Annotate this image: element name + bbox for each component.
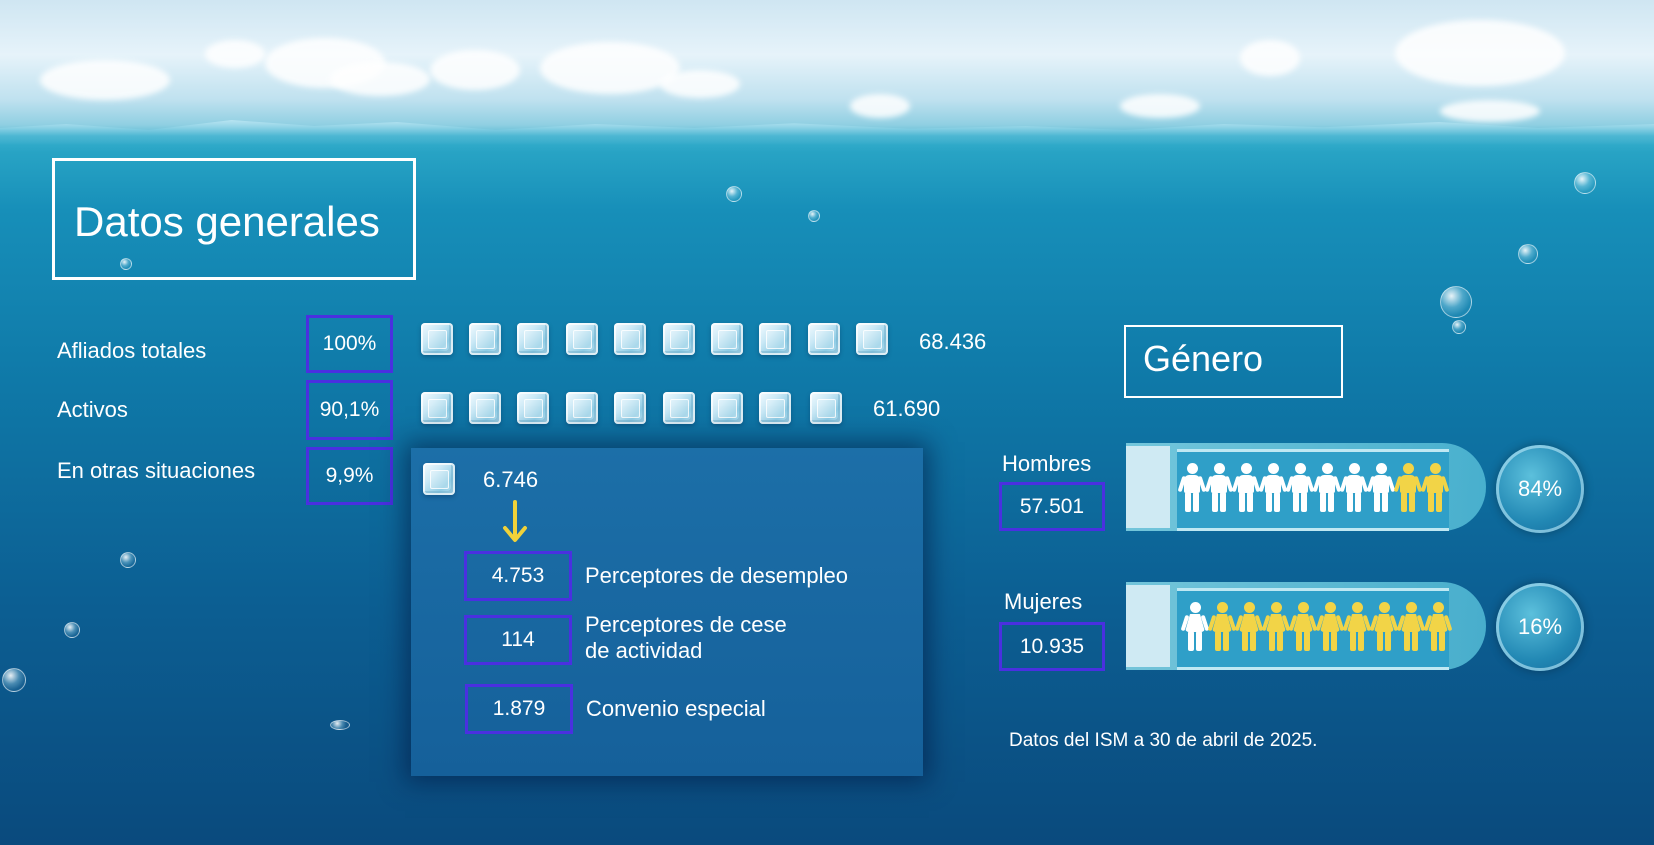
ice-cube-icon bbox=[614, 323, 646, 355]
row-label-afiliados: Afliados totales bbox=[57, 338, 207, 363]
male-person-icon bbox=[1312, 463, 1342, 513]
label-cese-line2: de actividad bbox=[585, 638, 703, 663]
label-cese-actividad: Perceptores de cese de actividad bbox=[585, 612, 787, 664]
percent-box-afiliados: 100% bbox=[306, 315, 393, 373]
source-footnote: Datos del ISM a 30 de abril de 2025. bbox=[1009, 730, 1318, 751]
male-person-icon bbox=[1420, 463, 1450, 513]
male-person-icon bbox=[1177, 463, 1207, 513]
ice-cube-icon bbox=[663, 323, 695, 355]
label-cese-line1: Perceptores de cese bbox=[585, 612, 787, 637]
percent-box-otras-situaciones: 9,9% bbox=[306, 447, 393, 505]
female-person-icon bbox=[1369, 602, 1399, 652]
label-mujeres: Mujeres bbox=[1004, 589, 1083, 614]
female-person-icon bbox=[1342, 602, 1372, 652]
row-label-activos: Activos bbox=[57, 397, 128, 422]
value-activos: 61.690 bbox=[873, 396, 941, 421]
ice-cube-icon bbox=[421, 323, 453, 355]
title-frame bbox=[52, 158, 416, 280]
label-convenio: Convenio especial bbox=[586, 696, 766, 721]
ice-cube-icon bbox=[856, 323, 888, 355]
value-box-desempleo: 4.753 bbox=[464, 551, 572, 601]
label-desempleo: Perceptores de desempleo bbox=[585, 563, 848, 588]
male-person-icon bbox=[1393, 463, 1423, 513]
ice-cube-icon bbox=[614, 392, 646, 424]
male-person-icon bbox=[1339, 463, 1369, 513]
male-person-icon bbox=[1258, 463, 1288, 513]
female-person-icon bbox=[1288, 602, 1318, 652]
percent-box-activos: 90,1% bbox=[306, 380, 393, 440]
ice-cube-icon bbox=[517, 392, 549, 424]
page-title: Datos generales bbox=[74, 198, 380, 245]
female-person-icon bbox=[1396, 602, 1426, 652]
ice-cube-icon bbox=[808, 323, 840, 355]
ice-cube-icon bbox=[663, 392, 695, 424]
female-person-icon bbox=[1180, 602, 1210, 652]
value-otras-situaciones: 6.746 bbox=[483, 467, 539, 492]
ice-cube-icon bbox=[759, 323, 791, 355]
ice-cube-icon bbox=[566, 392, 598, 424]
ice-cube-icon bbox=[469, 323, 501, 355]
ice-cube-icon bbox=[711, 392, 743, 424]
percent-circle-mujeres: 16% bbox=[1496, 583, 1584, 671]
row-label-otras-situaciones: En otras situaciones bbox=[57, 458, 256, 483]
female-person-icon bbox=[1207, 602, 1237, 652]
label-hombres: Hombres bbox=[1002, 451, 1092, 476]
female-person-icon bbox=[1261, 602, 1291, 652]
value-afiliados: 68.436 bbox=[919, 329, 987, 354]
female-person-icon bbox=[1423, 602, 1453, 652]
ice-cube-icon bbox=[517, 323, 549, 355]
female-person-icon bbox=[1234, 602, 1264, 652]
ice-cube-icon bbox=[421, 392, 453, 424]
value-box-hombres: 57.501 bbox=[999, 482, 1105, 531]
value-box-mujeres: 10.935 bbox=[999, 622, 1105, 671]
percent-circle-hombres: 84% bbox=[1496, 445, 1584, 533]
male-person-icon bbox=[1204, 463, 1234, 513]
value-box-convenio: 1.879 bbox=[465, 684, 573, 734]
value-box-cese-actividad: 114 bbox=[464, 615, 572, 665]
ice-cube-icon bbox=[711, 323, 743, 355]
ice-cube-icon bbox=[566, 323, 598, 355]
genero-title: Género bbox=[1143, 338, 1264, 379]
male-person-icon bbox=[1366, 463, 1396, 513]
ice-cube-icon bbox=[423, 463, 455, 495]
genero-frame bbox=[1124, 325, 1343, 398]
ice-cube-icon bbox=[759, 392, 791, 424]
ice-cube-icon bbox=[810, 392, 842, 424]
female-person-icon bbox=[1315, 602, 1345, 652]
ice-cube-icon bbox=[469, 392, 501, 424]
male-person-icon bbox=[1285, 463, 1315, 513]
arrow-down-icon bbox=[503, 500, 527, 542]
male-person-icon bbox=[1231, 463, 1261, 513]
breakdown-panel bbox=[411, 448, 923, 776]
